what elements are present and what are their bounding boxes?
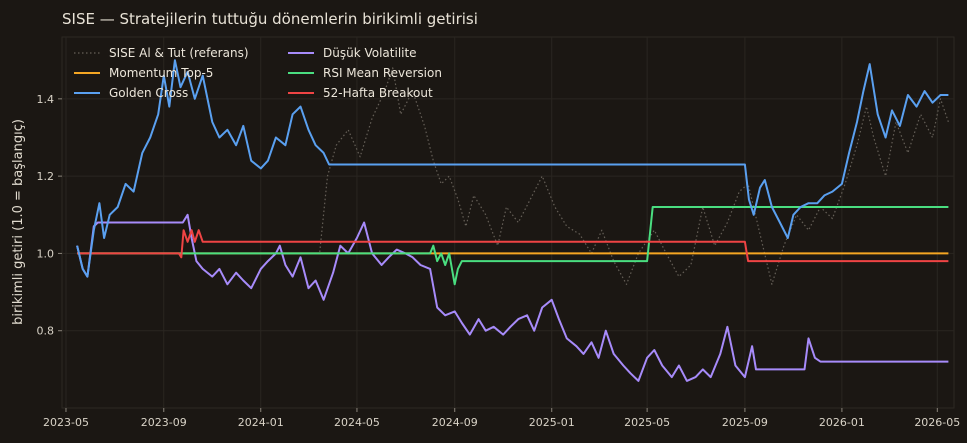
x-tick-label: 2026-05 <box>914 416 960 429</box>
x-tick-label: 2025-01 <box>529 416 575 429</box>
series-line-3 <box>76 213 949 382</box>
y-axis-label: birikimli getiri (1.0 = başlangıç) <box>11 119 26 325</box>
legend-label-3: Düşük Volatilite <box>323 46 417 60</box>
series-line-2 <box>76 59 949 278</box>
legend: SISE Al & Tut (referans) Momentum Top-5 Go… <box>74 46 442 100</box>
x-tick-label: 2024-05 <box>334 416 380 429</box>
legend-label-2: Golden Cross <box>109 86 188 100</box>
x-tick-label: 2024-09 <box>432 416 478 429</box>
series-line-5 <box>77 229 949 263</box>
y-tick-label: 1.4 <box>37 93 55 106</box>
x-tick-label: 2024-01 <box>238 416 284 429</box>
x-tick-label: 2025-09 <box>722 416 768 429</box>
series-layer <box>76 59 949 382</box>
series-line-4 <box>77 206 949 286</box>
plot-area <box>61 36 955 409</box>
ticks-layer: 2023-05 2023-09 2024-01 2024-05 2024-09 2025-… <box>37 93 961 429</box>
legend-label-1: Momentum Top-5 <box>109 66 213 80</box>
series-line-0 <box>77 67 949 285</box>
x-tick-label: 2023-09 <box>141 416 187 429</box>
y-tick-label: 0.8 <box>37 325 55 338</box>
legend-label-0: SISE Al & Tut (referans) <box>109 46 249 60</box>
x-tick-label: 2026-01 <box>819 416 865 429</box>
chart-title: SISE — Stratejilerin tuttuğu dönemlerin … <box>62 10 478 28</box>
y-tick-label: 1.2 <box>37 170 55 183</box>
y-tick-label: 1.0 <box>37 247 55 260</box>
x-tick-label: 2025-05 <box>624 416 670 429</box>
x-tick-label: 2023-05 <box>43 416 89 429</box>
legend-label-4: RSI Mean Reversion <box>323 66 442 80</box>
legend-label-5: 52-Hafta Breakout <box>323 86 433 100</box>
